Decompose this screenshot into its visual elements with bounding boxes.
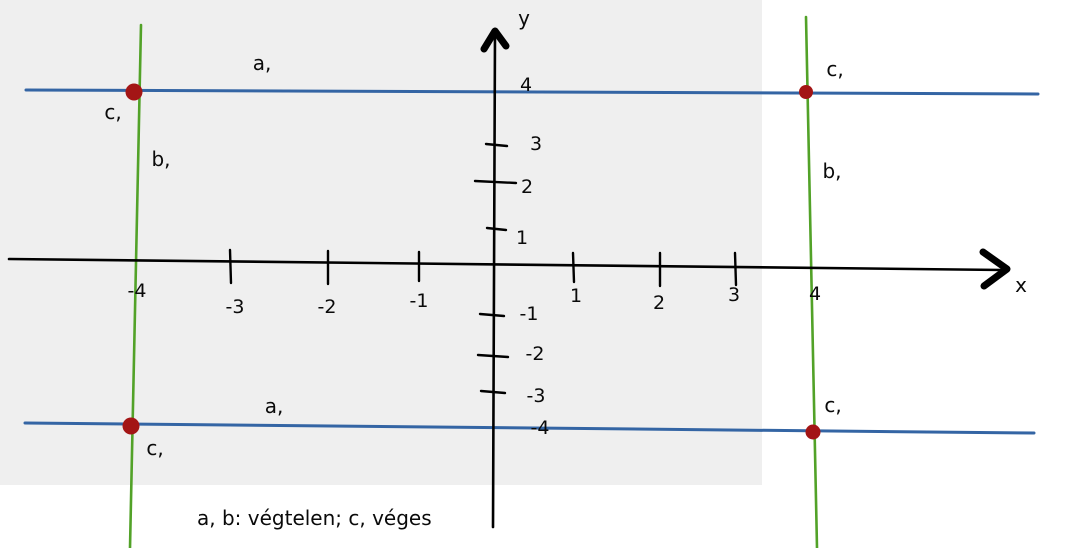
x-tick-label-2: 2 bbox=[652, 292, 666, 314]
x-axis bbox=[7, 257, 1005, 272]
axis-label-x: x bbox=[1015, 273, 1027, 297]
x-tick-label-4: 4 bbox=[808, 283, 822, 305]
x-tick-3 bbox=[733, 251, 738, 287]
y-tick-label-neg-2: -2 bbox=[525, 343, 545, 365]
caption: a, b: végtelen; c, véges bbox=[197, 506, 432, 530]
y-tick-label-2: 2 bbox=[520, 176, 534, 198]
label-line-b-left: b, bbox=[151, 147, 171, 171]
y-axis bbox=[491, 30, 497, 529]
label-line-b-right: b, bbox=[822, 159, 842, 183]
plot-background bbox=[0, 0, 762, 485]
y-tick-label-neg-4: -4 bbox=[530, 417, 550, 439]
y-tick-2 bbox=[473, 179, 518, 185]
y-tick-label-4: 4 bbox=[519, 74, 533, 96]
label-line-a-bottom: a, bbox=[264, 394, 284, 418]
y-tick-1 bbox=[485, 226, 508, 232]
y-tick-label-1: 1 bbox=[515, 227, 529, 249]
label-point-c-bottom-left: c, bbox=[146, 436, 164, 460]
x-tick-label-3: 3 bbox=[727, 284, 741, 306]
x-tick--3 bbox=[228, 248, 233, 285]
label-point-c-bottom-right: c, bbox=[824, 393, 842, 417]
x-tick-label-neg-1: -1 bbox=[409, 290, 429, 312]
line-b-left bbox=[128, 23, 143, 548]
axis-label-y: y bbox=[518, 6, 530, 30]
x-tick-1 bbox=[571, 251, 576, 284]
x-tick-label-neg-3: -3 bbox=[225, 296, 245, 318]
y-tick--1 bbox=[478, 312, 506, 318]
point-c-bottom-left bbox=[122, 417, 140, 435]
label-line-a-top: a, bbox=[252, 51, 272, 75]
y-tick-label-neg-3: -3 bbox=[526, 385, 546, 407]
label-point-c-top-left: c, bbox=[104, 100, 122, 124]
y-tick-label-3: 3 bbox=[529, 133, 543, 155]
label-point-c-top-right: c, bbox=[826, 57, 844, 81]
y-tick-label-neg-1: -1 bbox=[519, 303, 539, 325]
y-tick-3 bbox=[484, 142, 509, 148]
x-tick-label-neg-4: -4 bbox=[127, 280, 147, 302]
point-c-top-right bbox=[799, 85, 813, 99]
line-a-top bbox=[24, 88, 1040, 96]
point-c-bottom-right bbox=[805, 424, 821, 440]
x-tick-label-1: 1 bbox=[569, 285, 583, 307]
line-b-right bbox=[804, 15, 819, 548]
point-c-top-left bbox=[125, 83, 143, 101]
y-tick--3 bbox=[479, 389, 507, 395]
x-tick-label-neg-2: -2 bbox=[317, 296, 337, 318]
x-axis-arrow-icon bbox=[979, 248, 1011, 290]
y-axis-arrow-icon bbox=[480, 27, 510, 53]
y-tick--2 bbox=[476, 353, 510, 359]
line-a-bottom bbox=[23, 421, 1036, 435]
